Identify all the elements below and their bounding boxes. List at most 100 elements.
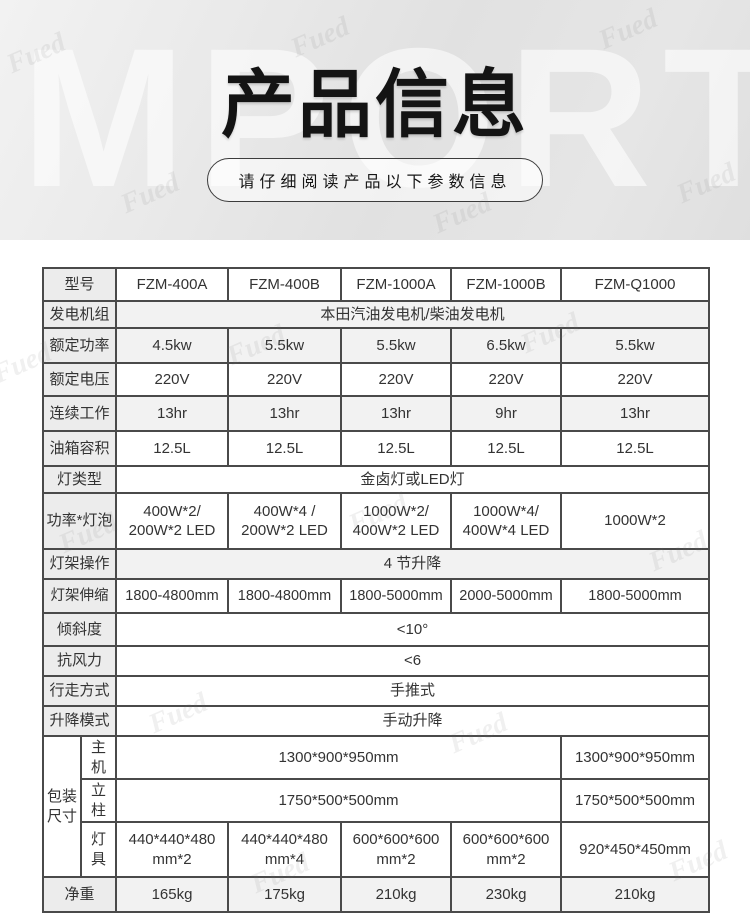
value-line: 600*600*600 [462,831,550,848]
row-mast-operation: 灯架操作 4 节升降 [41,548,711,580]
subtitle-pill: 请仔细阅读产品以下参数信息 [207,158,543,203]
value-line: 400W*2 LED [352,522,440,539]
row-label-rated-voltage: 额定电压 [41,362,118,397]
row-label-power-bulb: 功率*灯泡 [41,492,118,550]
row-rated-power: 额定功率 4.5kw 5.5kw 5.5kw 6.5kw 5.5kw [41,327,711,364]
row-label-mast-operation: 灯架操作 [41,548,118,580]
value-line: 440*440*480 [128,831,216,848]
value-cell: 13hr [560,395,711,432]
value-cell: 4.5kw [115,327,230,364]
value-cell: 220V [115,362,230,397]
row-label-continuous-work: 连续工作 [41,395,118,432]
value-cell: 1800-4800mm [115,578,230,614]
value-cell: 手推式 [115,675,711,707]
value-cell: 12.5L [227,430,343,467]
row-label-mast-extension: 灯架伸缩 [41,578,118,614]
value-line: 1000W*4/ [473,502,539,520]
row-tilt: 倾斜度 <10° [41,612,711,647]
value-cell: 220V [340,362,453,397]
value-cell: 165kg [115,876,230,913]
value-cell: 220V [227,362,343,397]
packing-label-line: 包装 [46,788,77,805]
row-tank-capacity: 油箱容积 12.5L 12.5L 12.5L 12.5L 12.5L [41,430,711,467]
value-line: 600*600*600 [352,831,440,848]
value-cell: 1800-4800mm [227,578,343,614]
sub-label-host: 主机 [79,735,118,780]
value-line: 400W*2/ [143,502,201,520]
row-walk-mode: 行走方式 手推式 [41,675,711,707]
value-cell: 1800-5000mm [560,578,711,614]
row-label-packing-size: 包装 尺寸 [42,735,82,878]
value-cell: 600*600*600 mm*2 [340,821,453,878]
value-cell: 220V [450,362,563,397]
row-label-lift-mode: 升降模式 [41,705,118,737]
value-cell: 13hr [115,395,230,432]
value-cell: 13hr [340,395,453,432]
value-cell: 175kg [227,876,343,913]
row-wind-resistance: 抗风力 <6 [41,645,711,677]
row-lift-mode: 升降模式 手动升降 [41,705,711,737]
row-label-wind-resistance: 抗风力 [41,645,118,677]
value-cell: 440*440*480 mm*4 [227,821,343,878]
value-cell: 4 节升降 [115,548,711,580]
value-cell: 600*600*600 mm*2 [450,821,563,878]
value-line: mm*4 [264,850,305,868]
row-packing-host: 包装 尺寸 主机 1300*900*950mm 1300*900*950mm [42,735,711,878]
value-cell: 12.5L [340,430,453,467]
model-cell: FZM-1000A [340,267,453,302]
value-line: mm*2 [486,850,526,868]
value-cell: 6.5kw [450,327,563,364]
value-cell: 220V [560,362,711,397]
value-cell: 1000W*2 [560,492,711,550]
value-cell: 5.5kw [227,327,343,364]
value-cell: 1750*500*500mm [560,778,711,823]
value-cell: 210kg [560,876,711,913]
model-cell: FZM-400A [115,267,230,302]
value-cell: 440*440*480 mm*2 [115,821,230,878]
row-label-genset: 发电机组 [41,300,118,329]
value-cell: 12.5L [560,430,711,467]
page-title: 产品信息 [221,63,529,146]
value-cell: 12.5L [450,430,563,467]
value-cell: 210kg [340,876,453,913]
value-cell: 230kg [450,876,563,913]
row-label-model: 型号 [41,267,118,302]
value-line: mm*2 [152,850,192,868]
value-cell: 400W*2/ 200W*2 LED [115,492,230,550]
value-cell: 13hr [227,395,343,432]
row-genset: 发电机组 本田汽油发电机/柴油发电机 [41,300,711,329]
value-cell: 5.5kw [340,327,453,364]
row-label-walk-mode: 行走方式 [41,675,118,707]
hero-banner: IMPORT 产品信息 请仔细阅读产品以下参数信息 [0,0,750,240]
subtitle-text: 请仔细阅读产品以下参数信息 [238,174,512,192]
value-cell: 金卤灯或LED灯 [115,465,711,494]
sub-label-lamp: 灯具 [79,821,118,878]
row-packing-pillar: 立柱 1750*500*500mm 1750*500*500mm [43,778,711,823]
model-cell: FZM-400B [227,267,343,302]
packing-label-line: 尺寸 [46,807,77,825]
value-cell: 1300*900*950mm [115,735,563,780]
value-cell: 400W*4 / 200W*2 LED [227,492,343,550]
value-cell: 2000-5000mm [450,578,563,614]
row-continuous-work: 连续工作 13hr 13hr 13hr 9hr 13hr [41,395,711,432]
value-cell: 12.5L [115,430,230,467]
model-cell: FZM-1000B [450,267,563,302]
row-label-tank-capacity: 油箱容积 [41,430,118,467]
value-line: 200W*2 LED [128,522,216,539]
value-cell: 1000W*2/ 400W*2 LED [340,492,453,550]
value-line: 1000W*2/ [363,502,429,520]
value-cell: 1750*500*500mm [115,778,563,823]
value-line: 200W*2 LED [241,522,328,539]
sub-label-pillar: 立柱 [79,778,118,823]
value-cell: 1000W*4/ 400W*4 LED [450,492,563,550]
value-line: 400W*4 / [253,502,316,520]
value-cell: <6 [115,645,711,677]
value-line: 440*440*480 [241,831,328,848]
spec-table-container: 型号 FZM-400A FZM-400B FZM-1000A FZM-1000B… [41,267,711,913]
row-label-rated-power: 额定功率 [41,327,118,364]
value-cell: 本田汽油发电机/柴油发电机 [115,300,711,329]
value-line: mm*2 [376,850,416,868]
value-cell: 1300*900*950mm [560,735,711,780]
value-cell: <10° [115,612,711,647]
value-cell: 5.5kw [560,327,711,364]
